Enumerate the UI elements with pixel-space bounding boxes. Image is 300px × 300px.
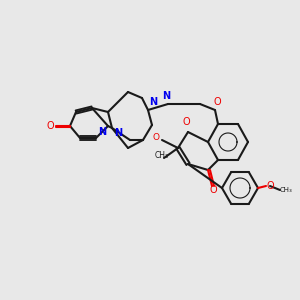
Text: O: O	[266, 181, 274, 191]
Text: O: O	[152, 134, 160, 142]
Text: O: O	[182, 117, 190, 127]
Text: N: N	[114, 128, 122, 138]
Text: CH₃: CH₃	[155, 152, 169, 160]
Text: N: N	[149, 97, 157, 107]
Text: N: N	[98, 127, 106, 137]
Text: O: O	[46, 121, 54, 131]
Text: O: O	[209, 185, 217, 195]
Text: CH₃: CH₃	[280, 187, 292, 193]
Text: N: N	[162, 91, 170, 101]
Text: O: O	[213, 97, 221, 107]
